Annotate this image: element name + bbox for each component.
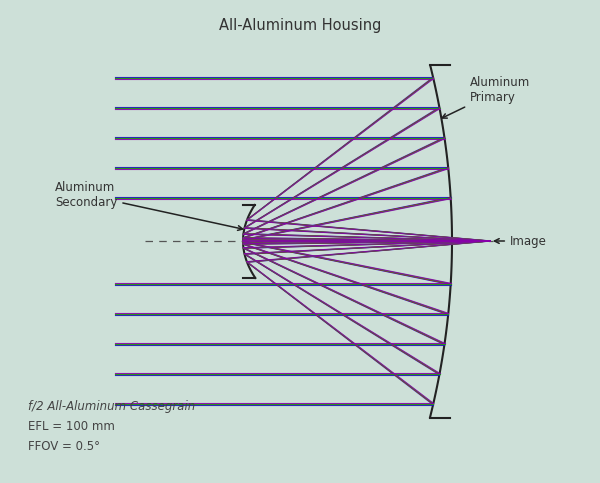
Text: Aluminum
Primary: Aluminum Primary [442, 76, 530, 118]
Text: Image: Image [494, 235, 547, 247]
Text: All-Aluminum Housing: All-Aluminum Housing [219, 18, 381, 33]
Text: EFL = 100 mm: EFL = 100 mm [28, 420, 115, 433]
Text: Aluminum
Secondary: Aluminum Secondary [55, 181, 242, 230]
Text: FFOV = 0.5°: FFOV = 0.5° [28, 440, 100, 453]
Text: f/2 All-Aluminum Cassegrain: f/2 All-Aluminum Cassegrain [28, 400, 195, 413]
